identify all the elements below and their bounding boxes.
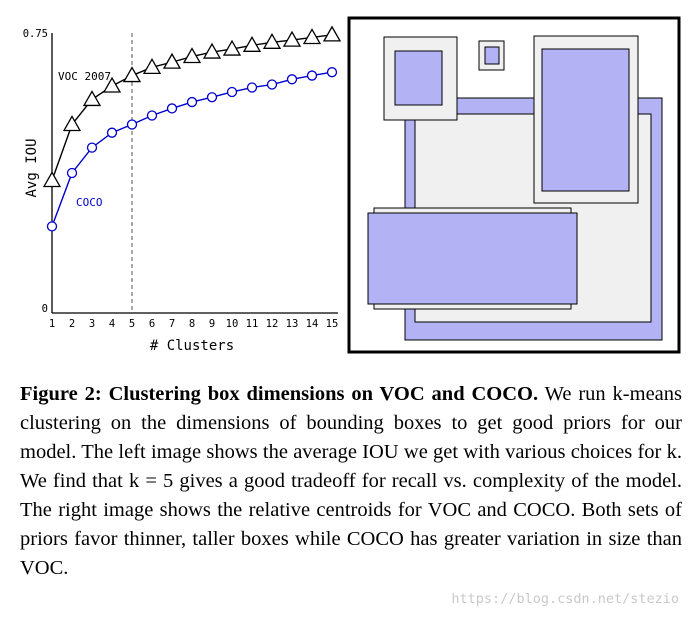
data-point-coco — [106, 127, 118, 138]
data-point-voc — [302, 28, 322, 45]
data-point-coco — [186, 96, 198, 108]
data-point-coco — [246, 82, 258, 93]
x-tick-label: 5 — [129, 318, 135, 330]
data-point-voc — [102, 76, 122, 93]
data-point-coco — [86, 142, 98, 153]
data-point-voc — [82, 90, 102, 107]
data-point-voc — [282, 30, 302, 47]
data-point-voc — [42, 171, 62, 188]
caption-title: Clustering box dimensions on VOC and COC… — [108, 383, 539, 405]
coco-centroid-medium — [394, 50, 443, 106]
figure-panels: 0.75 0 Avg IOU # Clusters 1 2 3 4 5 6 7 8 9 10 11 1… — [23, 16, 681, 354]
centroid-boxes-panel — [347, 16, 681, 354]
x-tick-label: 10 — [226, 318, 239, 330]
coco-centroid-wide — [367, 212, 578, 305]
series-label-voc: VOC 2007 — [58, 70, 111, 83]
x-tick-label: 12 — [266, 318, 279, 330]
data-point-coco — [66, 167, 78, 179]
data-point-voc — [202, 42, 222, 59]
data-point-coco — [206, 92, 218, 103]
watermark: https://blog.csdn.net/stezio — [451, 591, 679, 607]
data-point-coco — [326, 67, 338, 78]
x-tick-label: 11 — [246, 318, 259, 330]
x-tick-label: 6 — [149, 318, 155, 330]
data-point-coco — [166, 103, 178, 114]
data-point-voc — [322, 25, 342, 42]
data-point-voc — [182, 47, 202, 64]
x-tick-label: 2 — [69, 318, 75, 330]
y-tick-bottom: 0 — [42, 303, 48, 315]
data-point-voc — [222, 39, 242, 56]
series-label-coco: COCO — [76, 196, 103, 209]
figure-caption: Figure 2: Clustering box dimensions on V… — [20, 380, 682, 583]
data-point-coco — [306, 70, 318, 81]
data-point-coco — [266, 79, 278, 90]
x-tick-label: 15 — [326, 318, 339, 330]
data-point-coco — [226, 86, 238, 98]
x-axis-label: # Clusters — [150, 338, 234, 354]
coco-centroid-tall — [541, 48, 630, 192]
x-tick-label: 14 — [306, 318, 319, 330]
data-point-voc — [162, 52, 182, 69]
data-point-voc — [62, 115, 82, 132]
iou-line-chart: 0.75 0 Avg IOU # Clusters 1 2 3 4 5 6 7 8 9 10 11 1… — [23, 25, 342, 354]
x-tick-label: 13 — [286, 318, 299, 330]
x-tick-label: 3 — [89, 318, 95, 330]
data-point-voc — [122, 66, 142, 83]
x-tick-label: 9 — [209, 318, 215, 330]
data-point-coco — [286, 74, 298, 85]
coco-centroid-small — [484, 46, 500, 65]
data-point-coco — [126, 119, 138, 130]
x-tick-label: 4 — [109, 318, 115, 330]
y-axis-label: Avg IOU — [24, 138, 40, 197]
data-point-voc — [142, 58, 162, 74]
data-point-coco — [46, 221, 58, 232]
data-point-voc — [242, 36, 262, 52]
data-point-coco — [146, 110, 158, 121]
x-tick-label: 8 — [189, 318, 195, 330]
x-tick-label: 1 — [49, 318, 55, 330]
caption-body: We run k-means clustering on the dimensi… — [20, 383, 682, 579]
data-point-voc — [262, 33, 282, 49]
caption-label: Figure 2: — [20, 383, 102, 405]
y-tick-top: 0.75 — [23, 28, 48, 40]
x-tick-label: 7 — [169, 318, 175, 330]
